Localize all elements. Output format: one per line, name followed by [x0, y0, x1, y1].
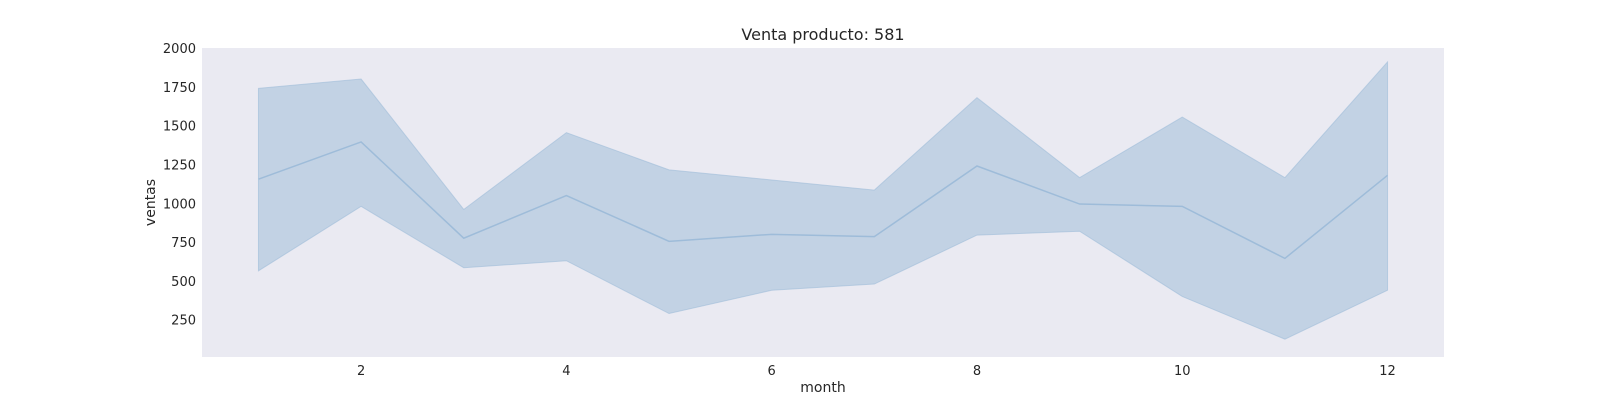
- y-tick-label: 250: [171, 314, 196, 329]
- x-tick-label: 8: [973, 364, 981, 379]
- confidence-band-layer: [257, 60, 1389, 340]
- y-tick-label: 2000: [163, 42, 196, 57]
- x-tick-label: 10: [1174, 364, 1191, 379]
- y-tick-labels: 250 500 750 1000 1250 1500 1750 2000: [163, 42, 196, 329]
- x-tick-label: 4: [562, 364, 570, 379]
- y-tick-label: 1250: [163, 158, 196, 173]
- x-tick-label: 12: [1379, 364, 1396, 379]
- y-tick-label: 500: [171, 275, 196, 290]
- y-tick-label: 1000: [163, 197, 196, 212]
- y-tick-label: 1500: [163, 120, 196, 135]
- y-tick-label: 1750: [163, 81, 196, 96]
- y-tick-label: 750: [171, 236, 196, 251]
- chart-title: Venta producto: 581: [741, 25, 904, 44]
- series-line-layer: [258, 141, 1389, 260]
- y-axis-label: ventas: [143, 179, 159, 226]
- x-tick-label: 6: [768, 364, 776, 379]
- x-tick-label: 2: [357, 364, 365, 379]
- confidence-band: [257, 60, 1389, 340]
- x-axis-label: month: [800, 380, 845, 396]
- series-line: [258, 141, 1389, 260]
- x-tick-labels: 2 4 6 8 10 12: [357, 364, 1396, 379]
